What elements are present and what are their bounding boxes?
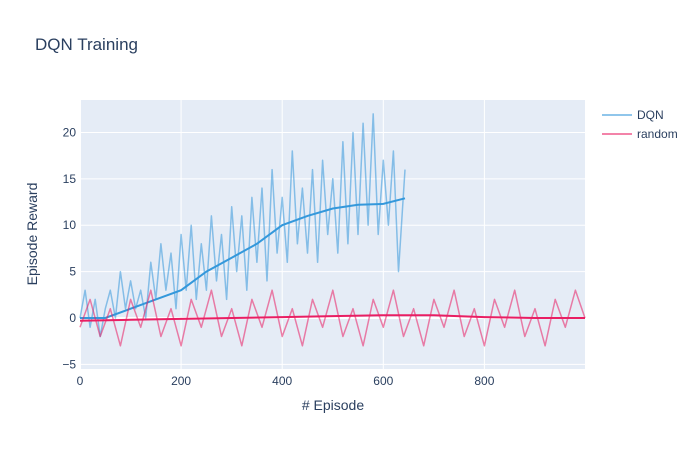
x-tick-label: 800: [474, 374, 494, 388]
x-tick-label: 0: [77, 374, 84, 388]
x-axis-title: # Episode: [302, 397, 364, 413]
y-tick-label: 20: [63, 125, 77, 139]
y-tick-label: 5: [69, 265, 76, 279]
y-tick-label: −5: [62, 357, 76, 371]
y-tick-label: 10: [63, 218, 77, 232]
x-tick-label: 200: [171, 374, 191, 388]
x-tick-label: 600: [373, 374, 393, 388]
y-tick-label: 0: [69, 311, 76, 325]
plot-background: [80, 100, 585, 369]
chart-title: DQN Training: [35, 35, 138, 54]
dqn-moving-average-line: [80, 197, 406, 319]
y-tick-label: 15: [63, 172, 77, 186]
legend[interactable]: DQN random: [602, 108, 678, 141]
legend-label-random: random: [637, 127, 678, 141]
legend-label-dqn: DQN: [637, 108, 664, 122]
random-moving-average-line: [79, 314, 585, 322]
x-tick-label: 400: [272, 374, 292, 388]
y-axis-title: Episode Reward: [24, 183, 40, 286]
